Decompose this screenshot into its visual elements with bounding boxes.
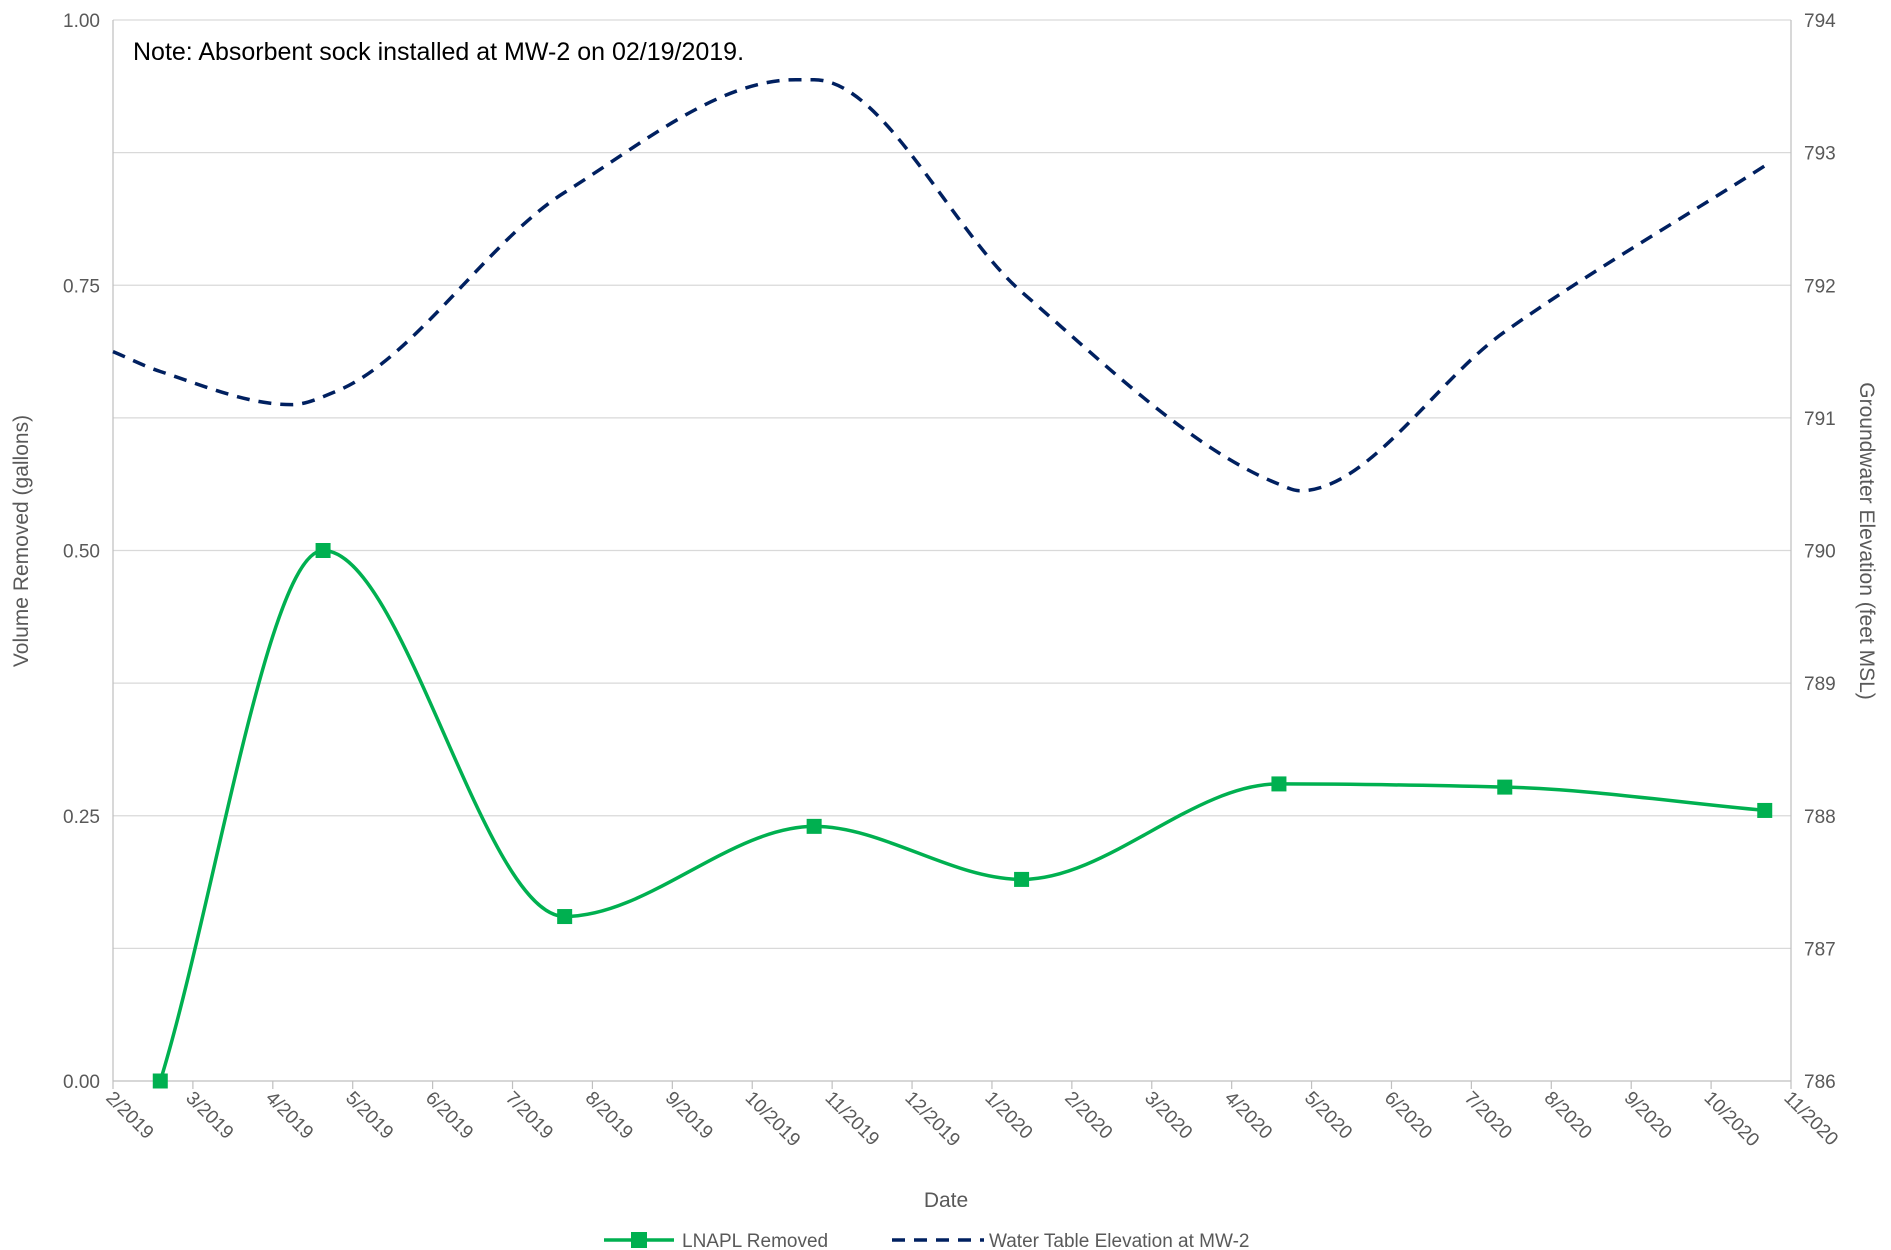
series-layer xyxy=(112,77,1773,1089)
gridlines xyxy=(113,19,1791,949)
left-tick-label: 0.00 xyxy=(63,1072,100,1093)
left-tick-label: 0.50 xyxy=(63,542,100,563)
data-point-lnapl xyxy=(806,818,822,834)
series-lnapl xyxy=(152,543,1773,1089)
data-point-lnapl xyxy=(1497,779,1513,795)
data-point-lnapl xyxy=(1014,871,1030,887)
right-axis-title: Groundwater Elevation (feet MSL) xyxy=(1855,382,1878,699)
legend-item-water-table: Water Table Elevation at MW-2 xyxy=(892,1231,1249,1250)
data-point-lnapl xyxy=(1271,776,1287,792)
right-tick-label: 788 xyxy=(1804,807,1836,828)
legend-item-lnapl: LNAPL Removed xyxy=(604,1231,828,1250)
data-point-lnapl xyxy=(315,543,331,558)
right-tick-label: 793 xyxy=(1804,144,1836,165)
legend: LNAPL Removed Water Table Elevation at M… xyxy=(604,1231,1249,1250)
right-tick-label: 794 xyxy=(1804,11,1836,32)
chart-note: Note: Absorbent sock installed at MW-2 o… xyxy=(133,38,744,66)
right-tick-label: 791 xyxy=(1804,409,1836,430)
right-tick-label: 787 xyxy=(1804,939,1836,960)
legend-marker-lnapl xyxy=(631,1232,647,1248)
right-axis-tick-labels: 786 787 788 789 790 791 792 793 794 xyxy=(1804,11,1836,1093)
data-point-lnapl xyxy=(557,909,573,925)
axes xyxy=(112,20,1792,1082)
data-point-lnapl xyxy=(152,1073,168,1089)
right-tick-label: 790 xyxy=(1804,542,1836,563)
right-tick-label: 792 xyxy=(1804,276,1836,297)
left-tick-label: 1.00 xyxy=(63,11,100,32)
x-axis-title: Date xyxy=(924,1189,968,1212)
data-point-lnapl xyxy=(1757,802,1773,818)
legend-label-lnapl: LNAPL Removed xyxy=(682,1231,828,1250)
legend-label-water-table: Water Table Elevation at MW-2 xyxy=(989,1231,1249,1250)
left-tick-label: 0.75 xyxy=(63,276,100,297)
left-axis-title: Volume Removed (gallons) xyxy=(10,415,33,667)
right-tick-label: 786 xyxy=(1804,1072,1836,1093)
series-line-water-table xyxy=(112,77,1766,493)
series-water-table xyxy=(112,77,1766,493)
left-axis-tick-labels: 0.00 0.25 0.50 0.75 1.00 xyxy=(63,11,100,1093)
right-tick-label: 789 xyxy=(1804,674,1836,695)
left-tick-label: 0.25 xyxy=(63,807,100,828)
